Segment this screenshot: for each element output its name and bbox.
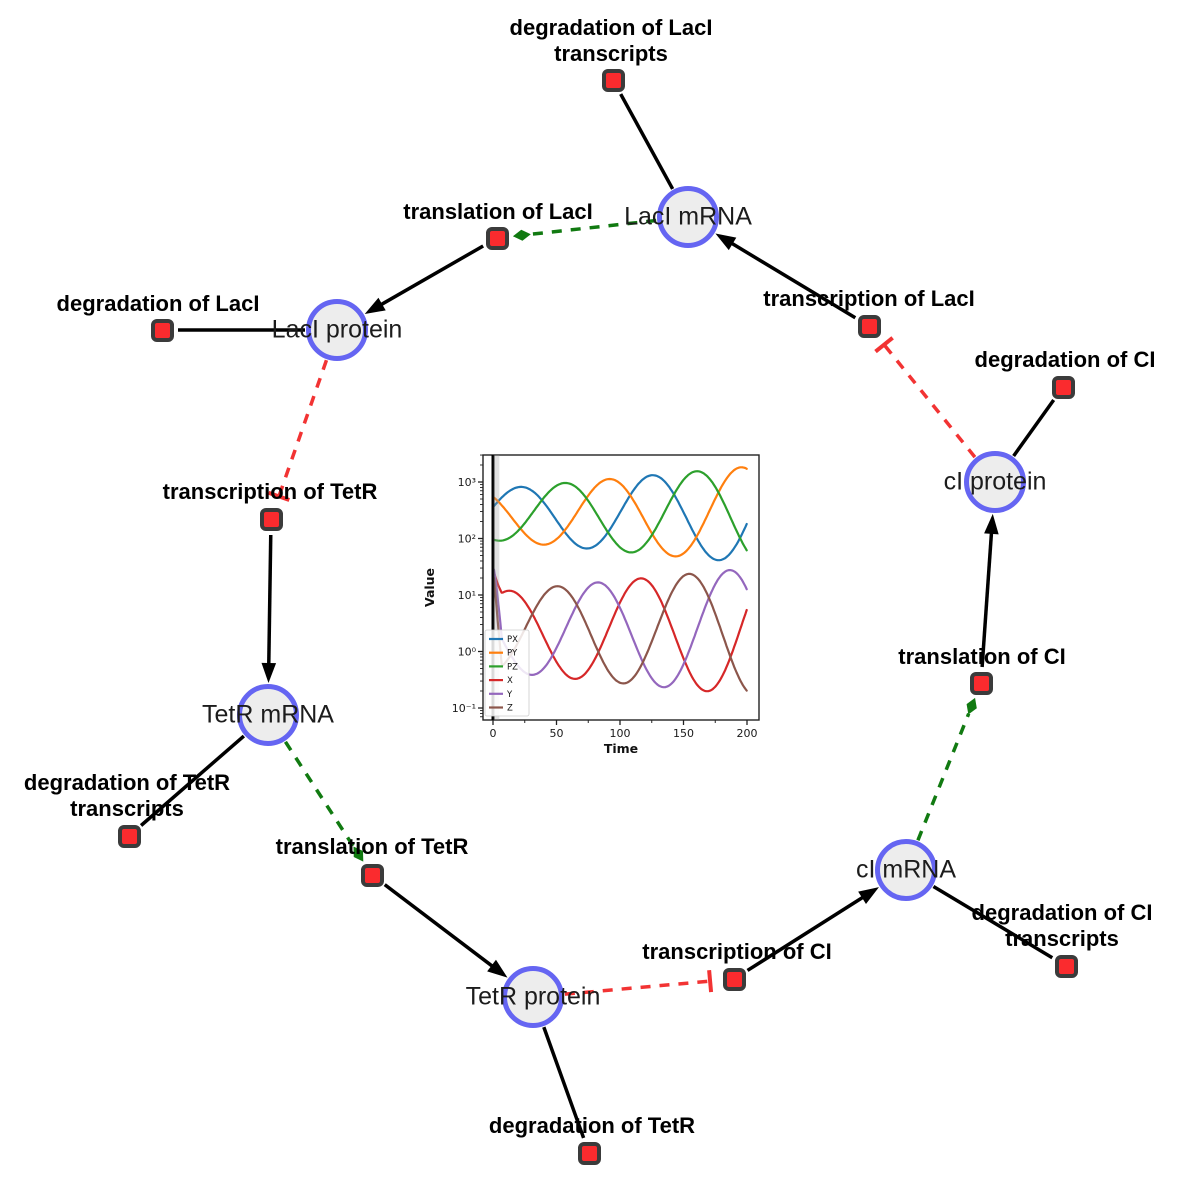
edge-ci-mrna-deg-ci-transcripts <box>932 884 1054 960</box>
arrowhead <box>715 233 737 251</box>
arrowhead <box>261 662 277 684</box>
reaction-node-deg-laci[interactable] <box>150 318 174 342</box>
legend-label: X <box>507 676 513 686</box>
edge-laci-protein-transcr-tetr <box>277 359 329 497</box>
edge-ci-mrna-trans-ci <box>916 712 971 841</box>
edge-trans-laci-laci-protein <box>379 244 485 307</box>
plot-curve-PX <box>492 474 748 562</box>
y-tick-label: 10⁻¹ <box>452 702 476 715</box>
species-node-ci-mrna[interactable] <box>875 839 937 901</box>
plot-x-axis-label: Time <box>604 741 638 756</box>
reaction-node-transcr-tetr[interactable] <box>259 507 283 531</box>
reaction-node-trans-ci[interactable] <box>969 671 993 695</box>
y-tick-label: 10⁰ <box>458 646 477 659</box>
reaction-node-trans-laci[interactable] <box>485 226 509 250</box>
y-tick-label: 10¹ <box>458 589 476 602</box>
activation-diamond <box>353 846 364 862</box>
plot-curve-PZ <box>492 470 748 554</box>
edge-tetr-protein-deg-tetr <box>542 1026 586 1139</box>
species-node-laci-protein[interactable] <box>306 299 368 361</box>
plot-curve-Z <box>492 572 748 692</box>
reaction-node-transcr-laci[interactable] <box>857 314 881 338</box>
edge-trans-ci-ci-protein <box>980 531 994 668</box>
x-tick-label: 200 <box>737 727 758 740</box>
arrowhead <box>364 297 386 315</box>
reaction-node-deg-laci-transcripts[interactable] <box>601 68 625 92</box>
reaction-node-deg-tetr[interactable] <box>577 1141 601 1165</box>
plot-curve-Y <box>492 568 748 689</box>
activation-diamond <box>966 697 977 715</box>
species-node-tetr-protein[interactable] <box>502 966 564 1028</box>
x-tick-label: 150 <box>673 727 694 740</box>
edge-transcr-laci-laci-mrna <box>729 241 857 320</box>
legend-label: PZ <box>507 662 518 672</box>
species-node-laci-mrna[interactable] <box>657 186 719 248</box>
plot-svg: 0 50 100 150 20010⁻¹10⁰10¹10²10³TimeValuePXP… <box>422 454 760 756</box>
plot-curve-X <box>492 571 748 693</box>
reaction-node-deg-tetr-transcripts[interactable] <box>117 824 141 848</box>
inhibition-tbar <box>267 490 290 502</box>
y-tick-label: 10² <box>458 533 476 546</box>
reaction-node-transcr-ci[interactable] <box>722 967 746 991</box>
edge-transcr-ci-ci-mrna <box>746 895 865 972</box>
legend-label: PY <box>507 649 518 659</box>
reaction-node-deg-ci[interactable] <box>1051 375 1075 399</box>
legend-label: PX <box>507 635 518 645</box>
species-node-tetr-mrna[interactable] <box>237 684 299 746</box>
edge-ci-protein-deg-ci <box>1012 398 1056 457</box>
plot-curve-PY <box>492 466 748 558</box>
arrowhead <box>984 513 999 535</box>
edge-ci-protein-transcr-laci <box>882 343 977 459</box>
edge-laci-mrna-deg-laci-transcripts <box>619 93 675 190</box>
inhibition-tbar <box>874 336 894 354</box>
arrowhead <box>487 959 508 978</box>
reaction-node-deg-ci-transcripts[interactable] <box>1054 954 1078 978</box>
plot-y-axis-label: Value <box>422 568 437 607</box>
legend-label: Y <box>506 690 513 700</box>
plot-legend: PX PY PZ XYZ <box>484 629 530 717</box>
edge-tetr-protein-transcr-ci <box>564 979 711 996</box>
event-line <box>491 455 495 720</box>
y-tick-label: 10³ <box>458 476 476 489</box>
species-node-ci-protein[interactable] <box>964 451 1026 513</box>
shade-band <box>493 455 500 720</box>
center-plot: 0 50 100 150 200 10⁻¹ 10⁰ 10¹ 10² 10³ Time Value PX P… <box>420 425 785 790</box>
reaction-node-trans-tetr[interactable] <box>360 863 384 887</box>
x-tick-label: 100 <box>610 727 631 740</box>
x-tick-label: 0 <box>490 727 497 740</box>
arrowhead <box>858 887 879 905</box>
edge-laci-mrna-trans-laci <box>529 218 657 237</box>
edge-trans-tetr-tetr-protein <box>383 883 495 969</box>
activation-diamond <box>512 229 531 241</box>
edge-tetr-mrna-deg-tetr-transcripts <box>139 734 246 827</box>
edge-transcr-tetr-tetr-mrna <box>267 534 273 666</box>
legend-label: Z <box>507 704 513 714</box>
inhibition-tbar <box>707 970 714 993</box>
edge-tetr-mrna-trans-tetr <box>283 740 356 849</box>
x-tick-label: 50 <box>550 727 564 740</box>
